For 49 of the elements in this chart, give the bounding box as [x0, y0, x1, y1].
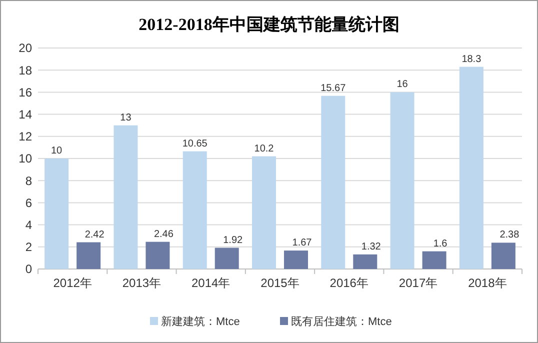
- bar: [491, 242, 516, 269]
- data-label: 2.38: [500, 230, 520, 241]
- data-label: 2.46: [154, 228, 174, 240]
- data-label: 1.32: [361, 241, 382, 252]
- x-tick-label: 2018年: [468, 276, 507, 290]
- bar: [182, 151, 207, 269]
- bar: [76, 242, 101, 269]
- bar: [353, 254, 378, 269]
- y-tick-label: 4: [25, 218, 32, 232]
- data-label: 15.67: [320, 82, 346, 94]
- data-label: 16: [396, 79, 408, 90]
- y-tick-label: 8: [25, 174, 32, 188]
- bar: [459, 66, 484, 269]
- data-label: 10.2: [254, 143, 274, 154]
- bar: [252, 156, 276, 269]
- y-tick-label: 18: [18, 63, 32, 78]
- y-tick-label: 2: [25, 240, 32, 254]
- bar: [146, 242, 170, 269]
- data-label: 2.42: [84, 229, 105, 240]
- y-tick-label: 10: [18, 152, 32, 166]
- x-tick-label: 2012年: [53, 276, 92, 290]
- bar: [390, 92, 414, 269]
- y-tick-label: 12: [18, 130, 32, 144]
- y-tick-label: 16: [18, 85, 32, 100]
- data-label: 10: [51, 146, 63, 156]
- y-tick-label: 0: [25, 262, 32, 276]
- data-label: 1.6: [433, 238, 448, 250]
- bar: [114, 125, 138, 269]
- data-label: 13: [120, 112, 132, 124]
- legend-label: 既有居住建筑：Mtce: [291, 314, 392, 328]
- legend-label: 新建建筑：Mtce: [161, 314, 240, 328]
- x-tick-label: 2014年: [192, 276, 230, 290]
- bar: [321, 96, 346, 269]
- bar: [44, 158, 69, 269]
- y-tick-label: 6: [25, 196, 32, 210]
- bar: [214, 248, 239, 269]
- bar: [422, 251, 446, 269]
- y-tick-label: 20: [18, 41, 32, 56]
- y-tick-label: 14: [18, 108, 32, 122]
- x-tick-label: 2013年: [122, 276, 162, 290]
- data-label: 1.67: [292, 238, 312, 249]
- x-tick-label: 2017年: [398, 276, 438, 290]
- x-tick-label: 2016年: [330, 276, 368, 290]
- data-label: 18.3: [462, 54, 482, 65]
- x-tick-label: 2015年: [260, 276, 300, 290]
- bar: [284, 250, 308, 269]
- chart-title: 2012-2018年中国建筑节能量统计图: [138, 15, 400, 34]
- data-label: 10.65: [182, 138, 208, 150]
- data-label: 1.92: [223, 234, 244, 246]
